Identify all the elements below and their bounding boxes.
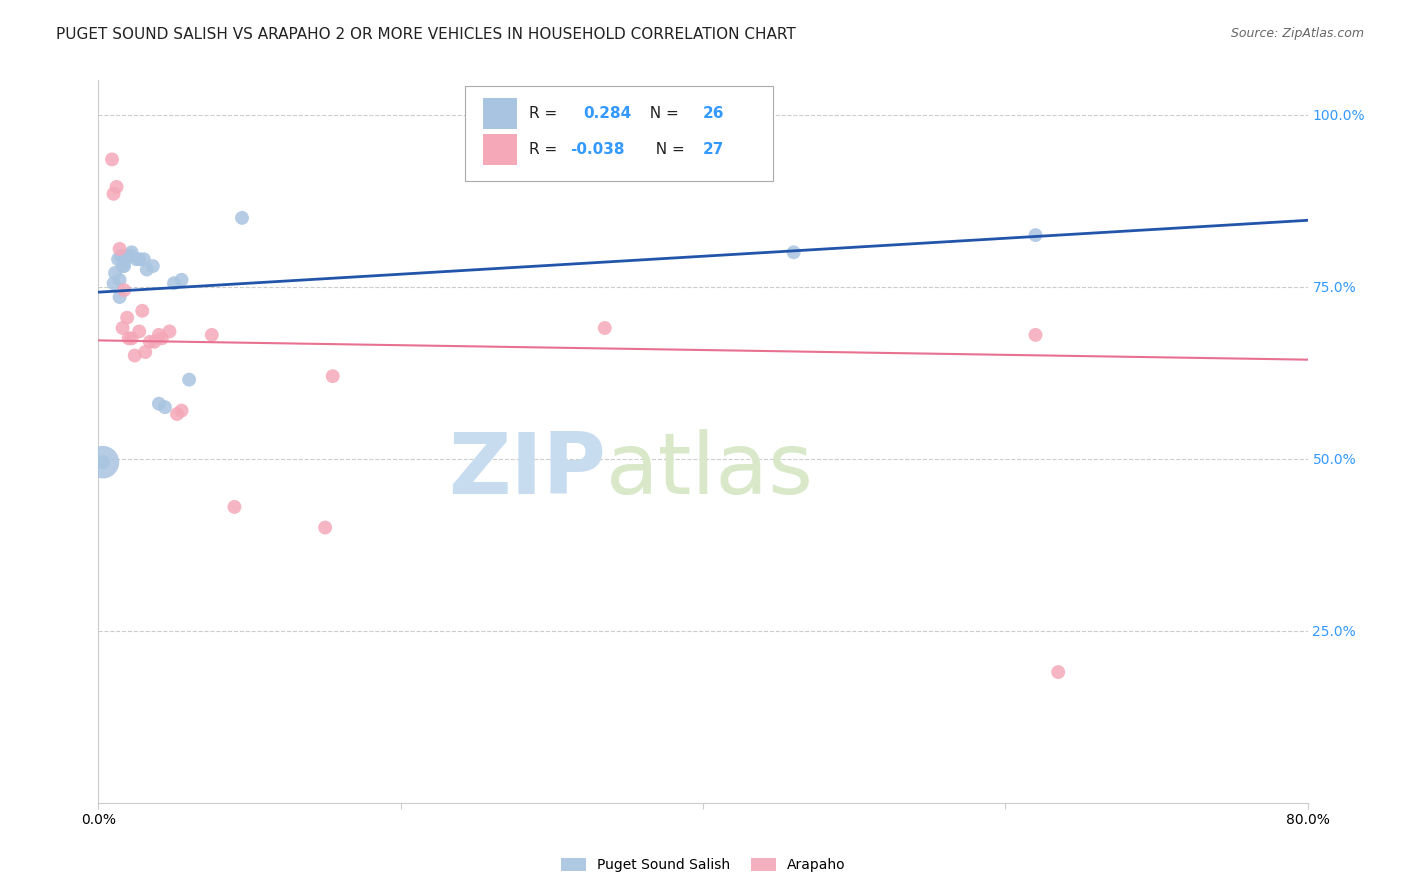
Point: [125, 252, 148, 267]
Text: N =: N =: [640, 106, 683, 121]
Point: [131, 303, 153, 318]
Text: 27: 27: [703, 142, 724, 157]
Point: [201, 327, 224, 342]
Point: [120, 249, 142, 263]
Point: [128, 252, 150, 267]
Point: [314, 520, 336, 534]
Text: R =: R =: [529, 106, 562, 121]
Point: [108, 290, 131, 304]
Point: [115, 310, 138, 325]
FancyBboxPatch shape: [465, 86, 773, 181]
Point: [593, 321, 616, 335]
Point: [118, 331, 141, 345]
Text: Source: ZipAtlas.com: Source: ZipAtlas.com: [1230, 27, 1364, 40]
Point: [166, 407, 188, 421]
Point: [148, 327, 170, 342]
Point: [105, 180, 128, 194]
Point: [91, 455, 114, 469]
Point: [118, 249, 141, 263]
Point: [103, 277, 125, 291]
Point: [159, 325, 181, 339]
Point: [112, 283, 135, 297]
Point: [143, 334, 166, 349]
Point: [121, 245, 143, 260]
Text: 0.284: 0.284: [583, 106, 631, 121]
Point: [224, 500, 246, 514]
Point: [111, 321, 134, 335]
Point: [124, 349, 146, 363]
Point: [103, 186, 125, 201]
Text: ZIP: ZIP: [449, 429, 606, 512]
Point: [170, 403, 193, 417]
Text: -0.038: -0.038: [569, 142, 624, 157]
FancyBboxPatch shape: [482, 135, 517, 165]
Point: [150, 331, 173, 345]
Point: [135, 262, 157, 277]
Point: [163, 277, 186, 291]
Text: N =: N =: [647, 142, 690, 157]
Point: [134, 345, 156, 359]
Point: [1024, 228, 1046, 243]
Point: [783, 245, 806, 260]
Point: [91, 455, 114, 469]
Point: [1047, 665, 1070, 679]
Text: R =: R =: [529, 142, 562, 157]
Point: [111, 259, 134, 273]
Point: [139, 334, 162, 349]
Text: 26: 26: [703, 106, 724, 121]
Point: [132, 252, 155, 267]
Point: [108, 242, 131, 256]
Point: [179, 373, 201, 387]
Point: [104, 266, 127, 280]
Point: [128, 325, 150, 339]
Text: PUGET SOUND SALISH VS ARAPAHO 2 OR MORE VEHICLES IN HOUSEHOLD CORRELATION CHART: PUGET SOUND SALISH VS ARAPAHO 2 OR MORE …: [56, 27, 796, 42]
Point: [114, 252, 136, 267]
Point: [110, 249, 132, 263]
Point: [170, 273, 193, 287]
Point: [101, 153, 124, 167]
Point: [108, 273, 131, 287]
Legend: Puget Sound Salish, Arapaho: Puget Sound Salish, Arapaho: [555, 853, 851, 878]
Point: [148, 397, 170, 411]
Point: [142, 259, 165, 273]
Point: [231, 211, 253, 225]
Point: [322, 369, 344, 384]
Point: [107, 252, 129, 267]
Point: [121, 331, 143, 345]
Point: [153, 400, 176, 414]
Point: [1024, 327, 1046, 342]
Text: atlas: atlas: [606, 429, 814, 512]
FancyBboxPatch shape: [482, 98, 517, 128]
Point: [112, 259, 135, 273]
